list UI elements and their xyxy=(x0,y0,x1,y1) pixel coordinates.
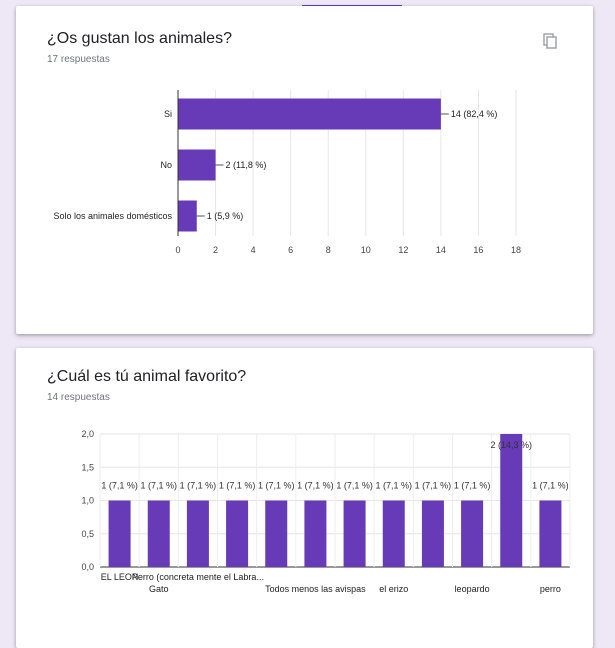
question-card-1: ¿Os gustan los animales? 17 respuestas 0… xyxy=(16,6,593,334)
question-title: ¿Os gustan los animales? xyxy=(47,30,232,47)
data-label: 1 (7,1 %) xyxy=(336,481,373,491)
x-tick-label: 2 xyxy=(213,245,218,255)
data-label: 14 (82,4 %) xyxy=(451,109,498,119)
question-card-2: ¿Cuál es tú animal favorito? 14 respuest… xyxy=(16,348,593,648)
responses-bar-chart: 0 2 4 6 8 10 12 14 16 18 Si 14 (82,4 %) No 2 (11,8 %)… xyxy=(53,90,521,255)
data-label: 1 (7,1 %) xyxy=(140,481,177,491)
data-label: 1 (7,1 %) xyxy=(258,481,295,491)
category-label: Perro (concreta mente el Labra... xyxy=(132,572,264,582)
data-label: 1 (5,9 %) xyxy=(207,211,244,221)
y-tick-label: 1,5 xyxy=(81,462,94,472)
category-label: No xyxy=(160,160,172,170)
bar xyxy=(178,149,216,181)
y-tick-label: 2,0 xyxy=(81,429,94,439)
question-title: ¿Cuál es tú animal favorito? xyxy=(47,368,247,385)
bar xyxy=(186,500,209,567)
category-label: Gato xyxy=(149,584,169,594)
x-tick-label: 8 xyxy=(326,245,331,255)
data-label: 1 (7,1 %) xyxy=(297,481,334,491)
data-label: 1 (7,1 %) xyxy=(454,481,491,491)
y-tick-label: 0,5 xyxy=(81,529,94,539)
x-tick-label: 0 xyxy=(175,245,180,255)
x-tick-label: 16 xyxy=(473,245,483,255)
copy-chart-button[interactable] xyxy=(541,32,559,50)
bar xyxy=(226,500,249,567)
category-label: perro xyxy=(540,584,561,594)
data-label: 1 (7,1 %) xyxy=(375,481,412,491)
bar xyxy=(178,200,197,232)
data-label: 1 (7,1 %) xyxy=(415,481,452,491)
category-label: leopardo xyxy=(455,584,490,594)
responses-column-chart: 0,0 0,5 1,0 1,5 2,0 1 (7,1 %) EL LEON 1 (7,1 %)… xyxy=(81,429,571,594)
y-tick-label: 0,0 xyxy=(81,562,94,572)
bar xyxy=(382,500,405,567)
bar xyxy=(304,500,327,567)
bar xyxy=(343,500,366,567)
category-label: Todos menos las avispas xyxy=(265,584,366,594)
category-label: el erizo xyxy=(379,584,408,594)
y-tick-label: 1,0 xyxy=(81,496,94,506)
bar xyxy=(421,500,444,567)
category-label: EL LEON xyxy=(101,572,139,582)
data-label: 2 (11,8 %) xyxy=(226,160,267,170)
bar xyxy=(500,434,523,567)
data-label: 1 (7,1 %) xyxy=(180,481,217,491)
bar xyxy=(108,500,131,567)
response-count: 14 respuestas xyxy=(47,392,110,403)
category-label: Solo los animales domésticos xyxy=(53,211,172,221)
x-tick-label: 14 xyxy=(436,245,446,255)
response-count: 17 respuestas xyxy=(47,54,110,65)
x-tick-label: 18 xyxy=(511,245,521,255)
data-label: 2 (14,3 %) xyxy=(490,440,532,450)
category-label: Si xyxy=(164,109,172,119)
bar xyxy=(461,500,484,567)
data-label: 1 (7,1 %) xyxy=(219,481,256,491)
x-tick-label: 10 xyxy=(361,245,371,255)
copy-icon xyxy=(543,33,557,49)
bar xyxy=(147,500,170,567)
x-tick-label: 6 xyxy=(288,245,293,255)
bar xyxy=(178,98,441,130)
x-tick-label: 12 xyxy=(398,245,408,255)
bar xyxy=(539,500,562,567)
x-tick-label: 4 xyxy=(251,245,256,255)
data-label: 1 (7,1 %) xyxy=(532,481,569,491)
bar xyxy=(265,500,288,567)
data-label: 1 (7,1 %) xyxy=(101,481,138,491)
